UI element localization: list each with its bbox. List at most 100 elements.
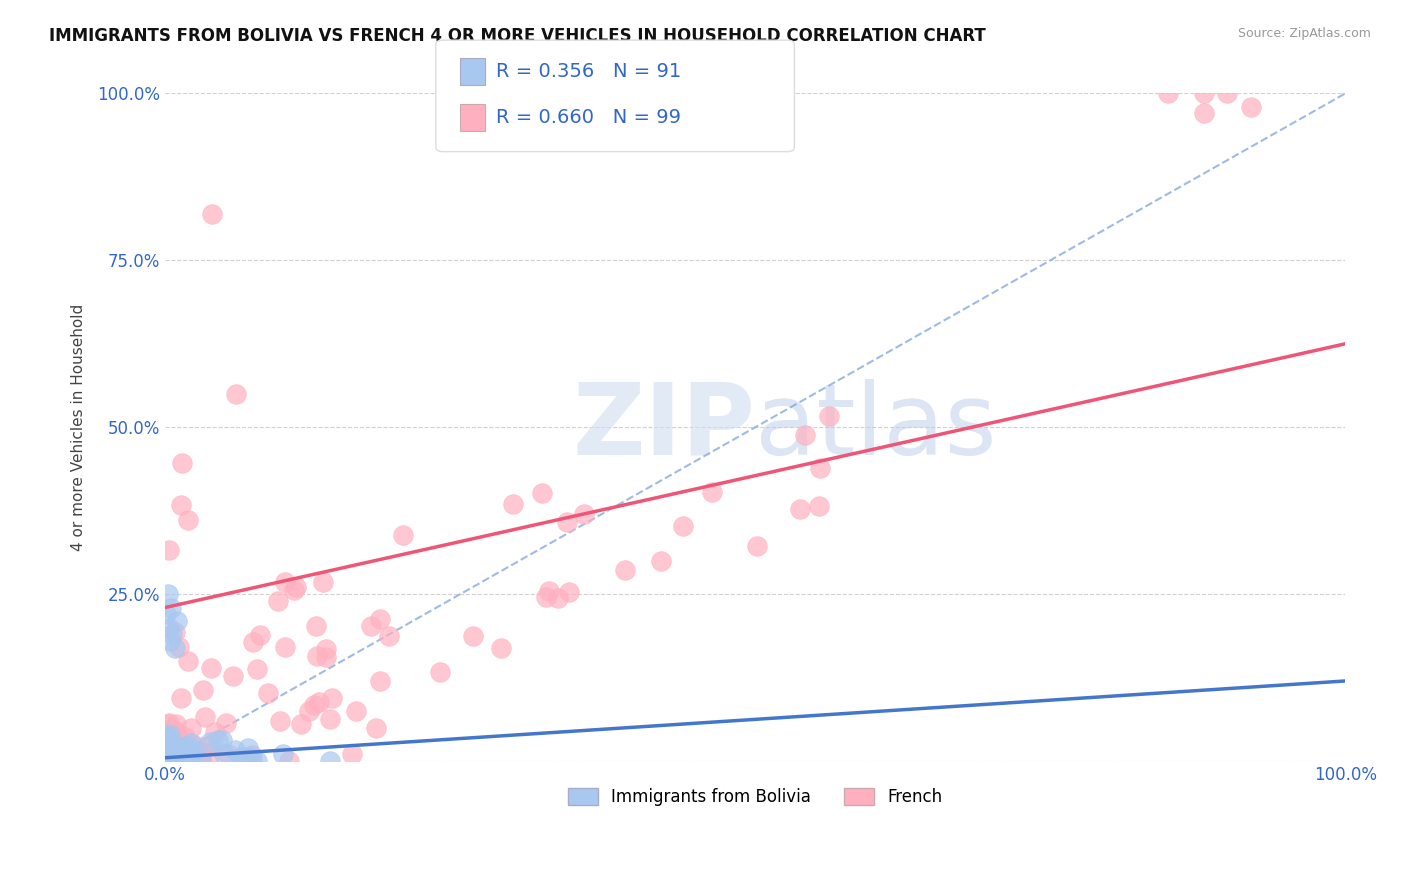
- Point: [342, 747, 364, 762]
- Point: [155, 723, 177, 738]
- Point: [167, 730, 190, 744]
- Point: [156, 753, 179, 767]
- Point: [190, 754, 212, 768]
- Point: [319, 754, 342, 768]
- Point: [165, 717, 187, 731]
- Point: [159, 748, 181, 763]
- Point: [489, 640, 512, 655]
- Point: [817, 409, 839, 424]
- Point: [159, 727, 181, 741]
- Point: [157, 621, 180, 635]
- Point: [246, 754, 269, 768]
- Point: [170, 457, 193, 471]
- Point: [165, 624, 187, 639]
- Point: [242, 635, 264, 649]
- Text: IMMIGRANTS FROM BOLIVIA VS FRENCH 4 OR MORE VEHICLES IN HOUSEHOLD CORRELATION CH: IMMIGRANTS FROM BOLIVIA VS FRENCH 4 OR M…: [49, 27, 986, 45]
- Point: [157, 739, 180, 754]
- Point: [162, 740, 184, 755]
- Point: [229, 749, 252, 764]
- Point: [157, 749, 180, 764]
- Point: [165, 745, 187, 759]
- Point: [215, 715, 238, 730]
- Point: [155, 731, 177, 745]
- Point: [159, 731, 181, 746]
- Point: [167, 640, 190, 654]
- Point: [163, 727, 186, 741]
- Point: [808, 499, 831, 513]
- Point: [360, 619, 382, 633]
- Point: [1192, 106, 1215, 120]
- Point: [364, 721, 387, 735]
- Point: [159, 747, 181, 761]
- Point: [174, 739, 197, 754]
- Point: [156, 587, 179, 601]
- Point: [155, 751, 177, 765]
- Point: [267, 593, 290, 607]
- Point: [163, 751, 186, 765]
- Point: [285, 580, 308, 594]
- Point: [240, 747, 263, 762]
- Point: [378, 629, 401, 643]
- Point: [170, 742, 193, 756]
- Point: [1157, 87, 1180, 101]
- Point: [231, 753, 253, 767]
- Point: [547, 591, 569, 605]
- Point: [181, 747, 204, 761]
- Point: [163, 749, 186, 764]
- Point: [1240, 100, 1263, 114]
- Point: [537, 584, 560, 599]
- Point: [163, 724, 186, 739]
- Point: [159, 749, 181, 764]
- Point: [162, 737, 184, 751]
- Point: [155, 728, 177, 742]
- Point: [157, 754, 180, 768]
- Point: [159, 737, 181, 751]
- Point: [745, 539, 768, 553]
- Point: [534, 591, 557, 605]
- Point: [429, 665, 451, 679]
- Point: [200, 746, 222, 760]
- Point: [211, 732, 233, 747]
- Point: [170, 499, 193, 513]
- Point: [162, 627, 184, 641]
- Point: [170, 739, 193, 754]
- Point: [572, 507, 595, 521]
- Point: [274, 574, 297, 589]
- Point: [156, 744, 179, 758]
- Point: [166, 740, 188, 755]
- Text: R = 0.660   N = 99: R = 0.660 N = 99: [496, 108, 682, 128]
- Point: [159, 633, 181, 648]
- Point: [156, 749, 179, 764]
- Point: [368, 612, 391, 626]
- Point: [157, 740, 180, 755]
- Point: [613, 563, 636, 577]
- Point: [156, 717, 179, 731]
- Point: [794, 427, 817, 442]
- Point: [172, 748, 194, 763]
- Point: [157, 716, 180, 731]
- Point: [810, 460, 832, 475]
- Text: R = 0.356   N = 91: R = 0.356 N = 91: [496, 62, 682, 81]
- Point: [155, 731, 177, 746]
- Point: [201, 206, 224, 220]
- Point: [160, 734, 183, 748]
- Point: [156, 739, 179, 753]
- Point: [555, 515, 578, 529]
- Point: [173, 751, 195, 765]
- Point: [344, 704, 367, 718]
- Point: [190, 749, 212, 764]
- Point: [163, 753, 186, 767]
- Point: [269, 714, 291, 728]
- Point: [157, 749, 180, 764]
- Point: [157, 543, 180, 558]
- Point: [238, 750, 260, 764]
- Point: [160, 753, 183, 767]
- Point: [163, 640, 186, 655]
- Point: [177, 740, 200, 755]
- Point: [159, 747, 181, 761]
- Point: [256, 686, 278, 700]
- Text: atlas: atlas: [755, 379, 997, 475]
- Point: [283, 582, 305, 597]
- Point: [186, 739, 208, 753]
- Point: [155, 607, 177, 622]
